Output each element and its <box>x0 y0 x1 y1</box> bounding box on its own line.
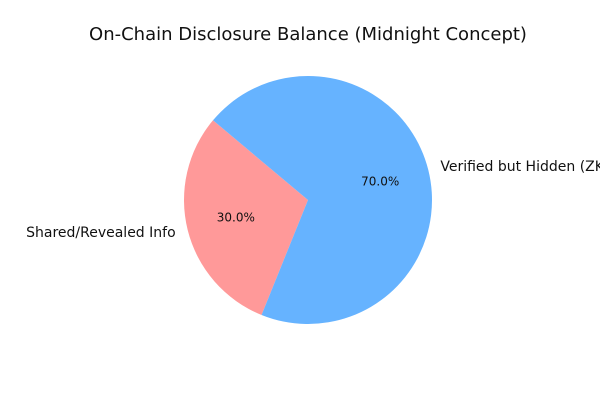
pie-slice-1 <box>183 120 308 315</box>
pie-category-label-1: Shared/Revealed Info <box>26 225 176 241</box>
pie-labels: 30.0% Shared/Revealed Info 70.0% Verified b… <box>26 159 600 241</box>
pie-category-label-2: Verified but Hidden (ZK) <box>440 159 600 175</box>
pie-percent-label-1: 30.0% <box>217 210 255 224</box>
chart-title: On-Chain Disclosure Balance (Midnight Co… <box>89 24 527 45</box>
pie-slices <box>183 75 432 324</box>
pie-slice-2 <box>213 75 432 324</box>
pie-percent-label-2: 70.0% <box>361 175 399 189</box>
